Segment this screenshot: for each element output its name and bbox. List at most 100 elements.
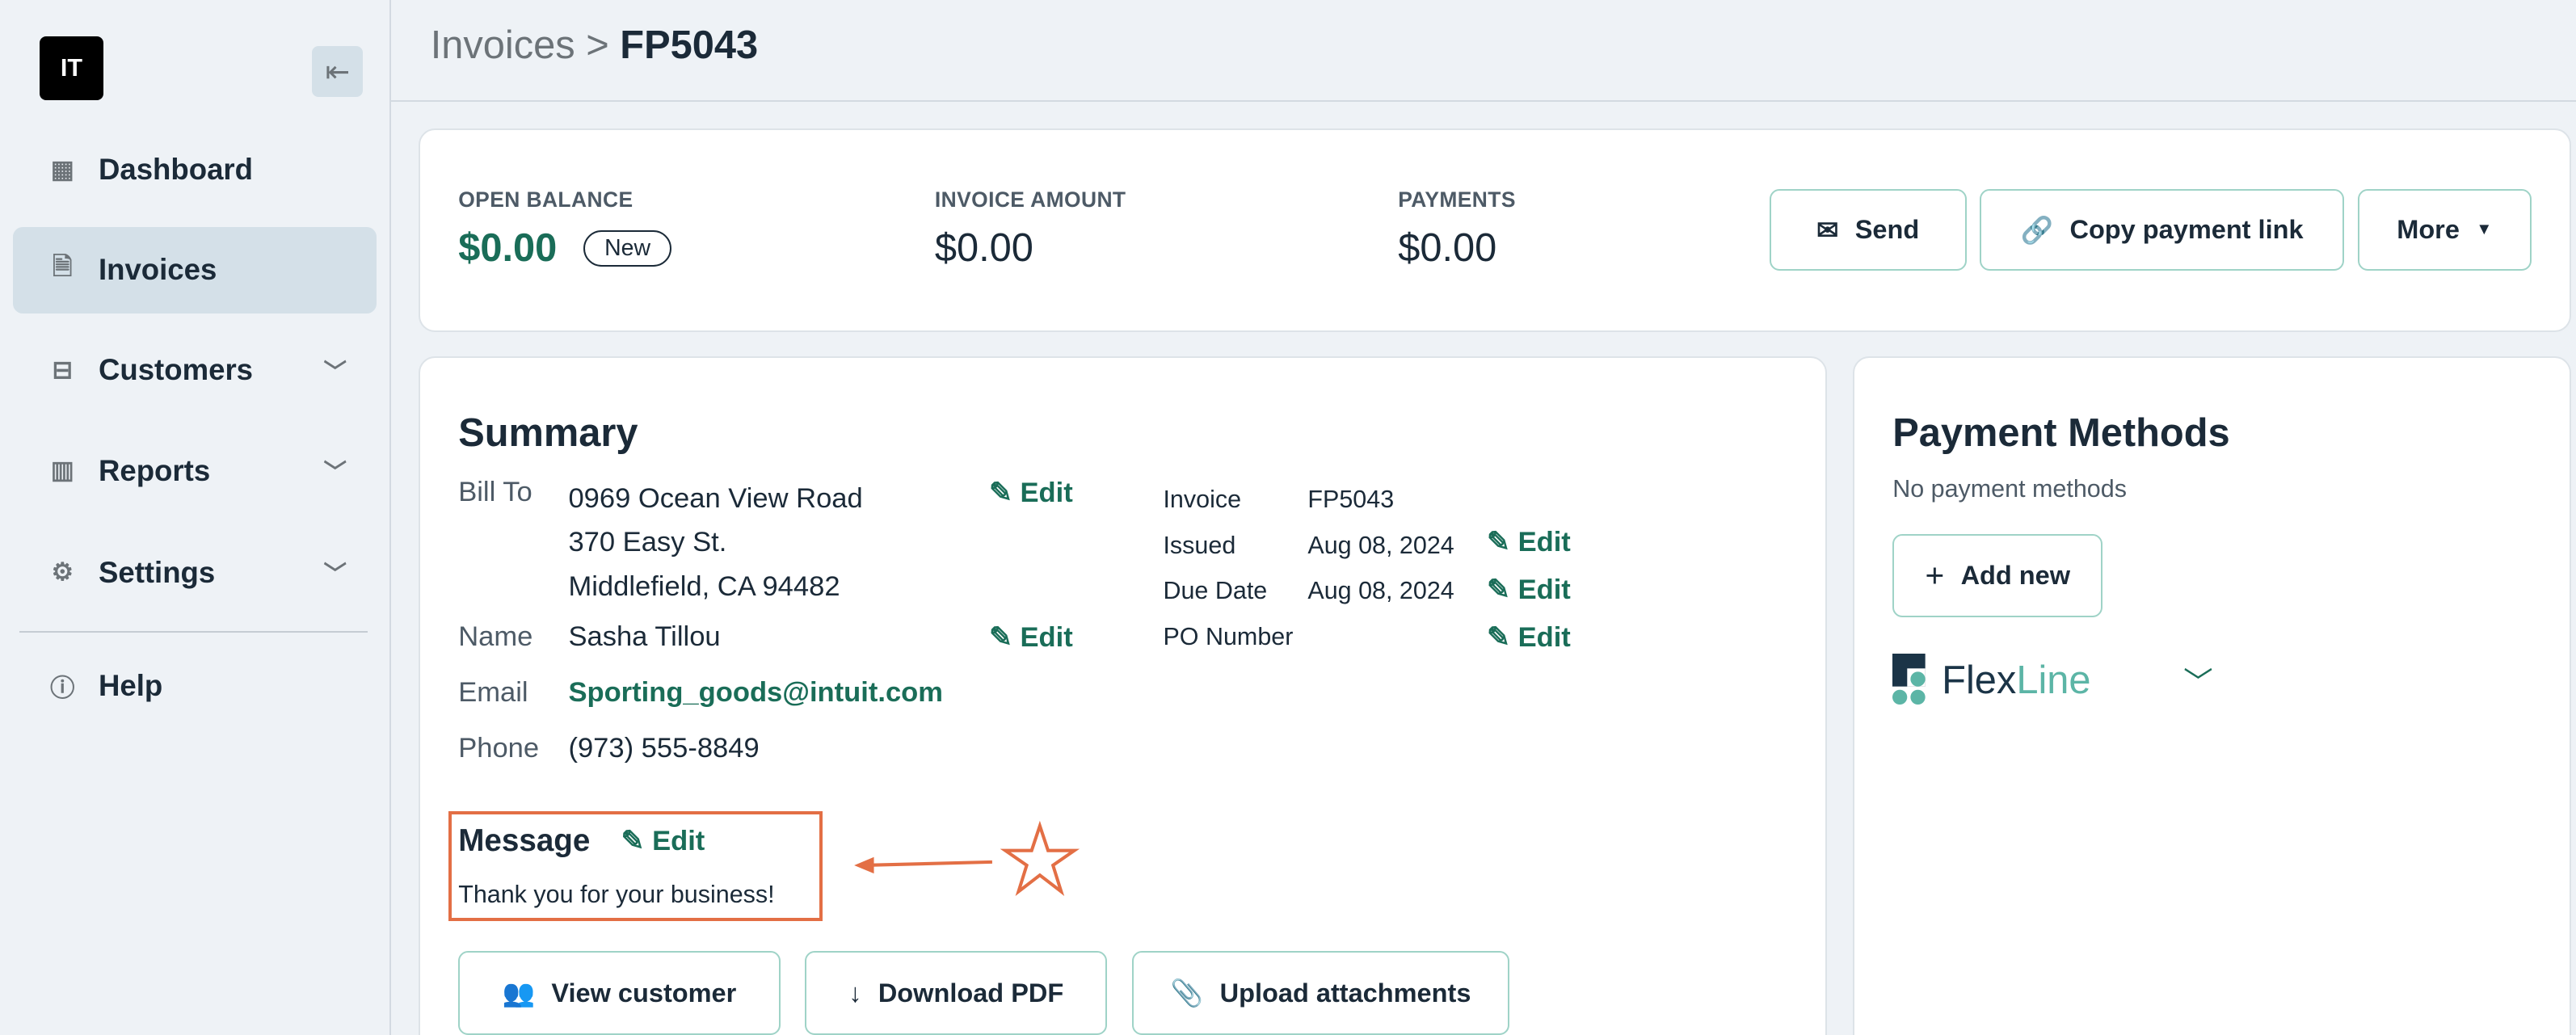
upload-attachments-button[interactable]: 📎 Upload attachments	[1131, 951, 1510, 1035]
edit-message-button[interactable]: ✎ Edit	[621, 825, 705, 857]
copy-label: Copy payment link	[2069, 215, 2304, 245]
header-divider	[390, 100, 2576, 103]
breadcrumb: Invoices > FP5043	[431, 23, 758, 68]
add-new-button[interactable]: + Add new	[1892, 533, 2103, 618]
payment-methods-title: Payment Methods	[1892, 411, 2230, 456]
invoice-values: FP5043 Aug 08, 2024 Aug 08, 2024	[1307, 477, 1454, 615]
sidebar: IT ⇤ ▦ Dashboard 🗎 Invoices ⊟ Customers ﹀ ▥ R…	[0, 0, 391, 1035]
chevron-down-icon: ﹀	[323, 359, 347, 385]
edit-bill-to-button[interactable]: ✎ Edit	[989, 477, 1073, 509]
link-icon: 🔗	[2020, 215, 2054, 245]
edit-due-date-button[interactable]: ✎ Edit	[1487, 566, 1571, 614]
sidebar-item-reports[interactable]: ▥ Reports ﹀	[13, 427, 376, 515]
status-badge: New	[583, 229, 672, 267]
sidebar-item-label: Settings	[98, 555, 216, 589]
chevron-down-icon: ﹀	[323, 562, 347, 588]
send-button[interactable]: ✉ Send	[1769, 188, 1967, 271]
chart-icon: ▥	[50, 456, 74, 484]
annotation-arrow	[864, 860, 993, 868]
po-number-label: PO Number	[1163, 623, 1294, 651]
invoice-details: Invoice Issued Due Date PO Number	[1163, 477, 1293, 661]
download-icon: ↓	[848, 978, 862, 1008]
due-date: Aug 08, 2024	[1307, 577, 1454, 605]
address-line: Middlefield, CA 94482	[568, 571, 840, 603]
sidebar-item-settings[interactable]: ⚙ Settings ﹀	[13, 529, 376, 616]
edit-dates: ✎ Edit ✎ Edit ✎ Edit	[1487, 519, 1571, 662]
envelope-icon: ✉	[1816, 215, 1839, 245]
flexline-logo: Flex Line	[1892, 654, 2091, 706]
edit-label: Edit	[1020, 621, 1073, 653]
download-label: Download PDF	[878, 978, 1064, 1008]
pencil-icon: ✎	[988, 477, 1012, 508]
users-icon: 👥	[502, 978, 536, 1008]
flexline-text-line: Line	[2016, 658, 2091, 702]
sidebar-item-dashboard[interactable]: ▦ Dashboard	[13, 127, 376, 214]
divider	[19, 630, 368, 633]
plus-icon: +	[1925, 557, 1945, 595]
annotation-arrow-star	[854, 821, 1080, 897]
pencil-icon: ✎	[988, 621, 1012, 653]
due-date-label: Due Date	[1163, 577, 1268, 605]
edit-label: Edit	[1517, 574, 1571, 606]
flexline-text-flex: Flex	[1942, 658, 2017, 702]
copy-payment-link-button[interactable]: 🔗 Copy payment link	[1979, 188, 2345, 271]
message-title: Message	[458, 823, 591, 858]
view-customer-button[interactable]: 👥 View customer	[458, 951, 781, 1035]
invoice-label: Invoice	[1163, 485, 1242, 513]
email-link[interactable]: Sporting_goods@intuit.com	[568, 676, 944, 708]
pencil-icon: ✎	[1487, 527, 1510, 558]
bill-to-label: Bill To	[458, 476, 532, 507]
chevron-right-icon: >	[586, 23, 609, 68]
breadcrumb-invoices[interactable]: Invoices	[430, 23, 575, 68]
pencil-icon: ✎	[621, 825, 645, 856]
more-button[interactable]: More ▼	[2357, 188, 2532, 271]
chevron-down-icon: ﹀	[323, 460, 347, 486]
grid-icon: ▦	[50, 155, 74, 183]
edit-label: Edit	[1517, 527, 1571, 558]
paperclip-icon: 📎	[1170, 978, 1204, 1008]
name-value: Sasha Tillou	[568, 621, 721, 652]
email-label: Email	[458, 676, 528, 708]
sidebar-item-label: Reports	[98, 453, 211, 487]
summary-title: Summary	[458, 411, 638, 456]
pencil-icon: ✎	[1487, 574, 1510, 606]
sidebar-item-label: Customers	[98, 353, 254, 387]
open-balance-label: OPEN BALANCE	[458, 187, 633, 212]
help-icon: ⓘ	[49, 674, 75, 702]
edit-label: Edit	[652, 825, 705, 856]
invoice-amount-value: $0.00	[934, 225, 1033, 270]
no-payment-methods-text: No payment methods	[1892, 474, 2127, 503]
flexline-mark-icon	[1892, 654, 1926, 705]
collapse-sidebar-button[interactable]: ⇤	[312, 45, 364, 97]
edit-po-number-button[interactable]: ✎ Edit	[1487, 614, 1571, 662]
chevron-down-icon[interactable]: ﹀	[2183, 666, 2213, 700]
edit-name-button[interactable]: ✎ Edit	[989, 621, 1073, 654]
view-customer-label: View customer	[551, 978, 737, 1008]
add-new-label: Add new	[1960, 561, 2071, 591]
briefcase-icon: ⊟	[52, 356, 73, 384]
payment-methods-card: Payment Methods No payment methods + Add …	[1853, 356, 2571, 1035]
caret-down-icon: ▼	[2476, 221, 2493, 239]
send-label: Send	[1854, 215, 1920, 245]
arrow-head-icon	[854, 857, 874, 874]
gear-icon: ⚙	[51, 558, 74, 587]
download-pdf-button[interactable]: ↓ Download PDF	[805, 951, 1108, 1035]
sidebar-item-help[interactable]: ⓘ Help	[13, 642, 376, 730]
star-icon	[1000, 821, 1080, 897]
issued-label: Issued	[1163, 531, 1236, 559]
breadcrumb-current: FP5043	[620, 23, 759, 68]
issued-date: Aug 08, 2024	[1307, 531, 1454, 559]
edit-issued-button[interactable]: ✎ Edit	[1487, 519, 1571, 566]
sidebar-item-label: Invoices	[98, 253, 217, 287]
payments-value: $0.00	[1398, 225, 1497, 270]
sidebar-item-invoices[interactable]: 🗎 Invoices	[13, 226, 377, 314]
name-label: Name	[458, 621, 533, 652]
sidebar-item-customers[interactable]: ⊟ Customers ﹀	[13, 327, 376, 414]
phone-value: (973) 555-8849	[568, 732, 760, 764]
payments-label: PAYMENTS	[1398, 187, 1516, 212]
message-highlight-box	[448, 811, 823, 922]
arrow-left-bar-icon: ⇤	[325, 54, 351, 88]
edit-label: Edit	[1020, 477, 1073, 508]
message-text: Thank you for your business!	[458, 880, 775, 908]
bill-to-address: 0969 Ocean View Road 370 Easy St. Middlefi…	[568, 477, 862, 610]
